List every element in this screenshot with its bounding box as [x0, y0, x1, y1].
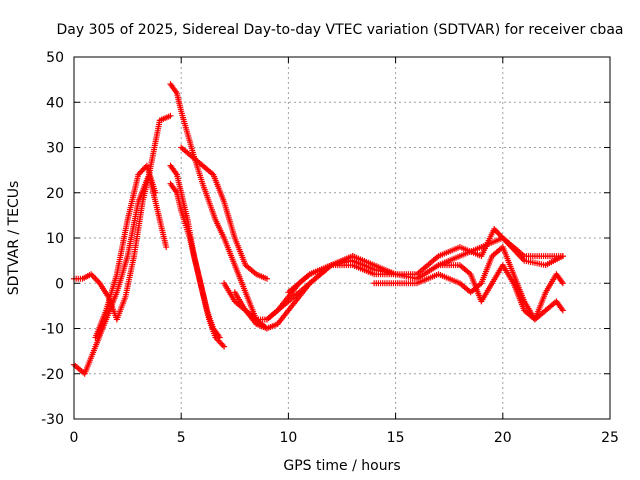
y-tick-label: 10 — [46, 231, 64, 247]
series-track-13 — [435, 262, 566, 323]
data-point — [167, 112, 174, 119]
x-tick-labels: 0 5 10 15 20 25 — [70, 430, 619, 446]
data-point — [152, 189, 159, 196]
x-tick-label: 10 — [279, 430, 297, 446]
y-tick-label: 20 — [46, 186, 64, 202]
y-tick-label: -30 — [41, 412, 64, 428]
y-tick-label: 50 — [46, 50, 64, 66]
x-axis-label: GPS time / hours — [283, 458, 400, 474]
grid — [74, 57, 610, 419]
chart-title: Day 305 of 2025, Sidereal Day-to-day VTE… — [57, 22, 624, 38]
data-point — [559, 280, 566, 287]
y-tick-label: 40 — [46, 95, 64, 111]
series-track-6 — [167, 180, 223, 341]
axis-ticks — [73, 56, 611, 420]
data-point — [163, 244, 170, 251]
series-track-11 — [285, 225, 566, 296]
x-tick-label: 20 — [494, 430, 512, 446]
x-tick-label: 5 — [177, 430, 186, 446]
series-track-1 — [71, 171, 170, 377]
data-point — [216, 334, 223, 341]
y-tick-labels: -30 -20 -10 0 10 20 30 40 50 — [41, 50, 64, 428]
x-tick-label: 15 — [387, 430, 405, 446]
series-track-2 — [71, 112, 174, 323]
data-point — [559, 253, 566, 260]
y-tick-label: -10 — [41, 322, 64, 338]
series-track-7 — [178, 144, 270, 282]
data-point — [263, 275, 270, 282]
y-tick-label: 30 — [46, 141, 64, 157]
data-points — [71, 81, 566, 377]
data-point — [221, 343, 228, 350]
series-track-3 — [92, 162, 159, 341]
data-point — [559, 307, 566, 314]
y-tick-label: 0 — [55, 276, 64, 292]
y-axis-label: SDTVAR / TECUs — [6, 181, 22, 296]
series-track-10 — [263, 235, 566, 323]
y-tick-label: -20 — [41, 367, 64, 383]
x-tick-label: 0 — [70, 430, 79, 446]
x-tick-label: 25 — [601, 430, 619, 446]
